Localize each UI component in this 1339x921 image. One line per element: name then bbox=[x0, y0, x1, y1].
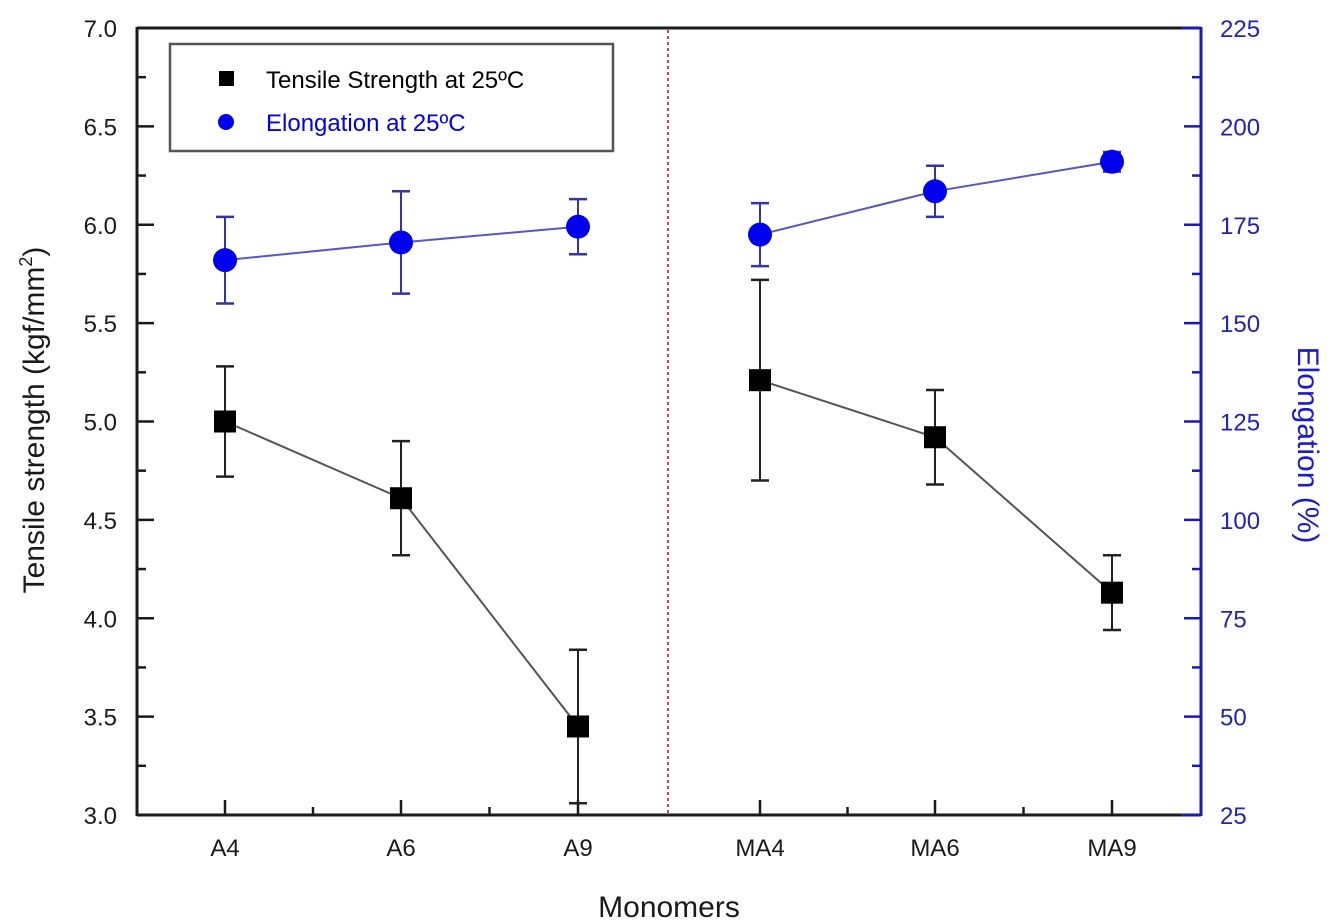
left-axis-title-suffix: ) bbox=[18, 247, 51, 257]
left-tick-label: 5.0 bbox=[84, 410, 117, 437]
series-tensile-strength bbox=[214, 278, 1123, 805]
data-point-circle bbox=[389, 230, 413, 255]
data-point-circle bbox=[566, 214, 590, 239]
right-tick-label: 125 bbox=[1220, 410, 1260, 437]
data-point-square bbox=[214, 410, 236, 433]
x-axis: A4 A6 A9 MA4 MA6 MA9 bbox=[210, 800, 1137, 862]
data-point-circle bbox=[748, 222, 772, 247]
data-point-circle bbox=[213, 248, 237, 273]
right-axis-title: Elongation (%) bbox=[1291, 347, 1324, 544]
x-tick-label: MA6 bbox=[910, 835, 959, 862]
left-axis-title: Tensile strength (kgf/mm2) bbox=[16, 247, 51, 594]
right-tick-label: 25 bbox=[1220, 803, 1247, 830]
legend-circle-marker-icon bbox=[218, 114, 234, 130]
data-point-square bbox=[924, 426, 946, 449]
legend-square-marker-icon bbox=[219, 71, 234, 86]
x-tick-label: A9 bbox=[563, 835, 592, 862]
left-axis-title-main: Tensile strength (kgf/mm bbox=[18, 267, 51, 594]
data-point-square bbox=[390, 487, 412, 510]
legend-box bbox=[168, 42, 615, 153]
left-tick-label: 6.5 bbox=[84, 114, 117, 141]
x-tick-label: A6 bbox=[386, 835, 415, 862]
left-tick-label: 5.5 bbox=[84, 311, 117, 338]
left-tick-label: 6.0 bbox=[84, 213, 117, 240]
left-tick-label: 3.5 bbox=[84, 705, 117, 732]
x-axis-title: Monomers bbox=[598, 891, 740, 921]
legend-label-elongation: Elongation at 25ºC bbox=[266, 110, 466, 137]
left-tick-label: 7.0 bbox=[84, 16, 117, 43]
legend: Tensile Strength at 25ºC Elongation at 2… bbox=[168, 42, 615, 153]
right-tick-label: 200 bbox=[1220, 114, 1260, 141]
x-tick-label: MA4 bbox=[735, 835, 784, 862]
x-tick-label: MA9 bbox=[1087, 835, 1136, 862]
data-point-circle bbox=[923, 179, 947, 204]
right-tick-label: 150 bbox=[1220, 311, 1260, 338]
data-point-square bbox=[749, 369, 771, 392]
left-tick-label: 4.0 bbox=[84, 606, 117, 633]
right-tick-label: 225 bbox=[1220, 16, 1260, 43]
legend-label-tensile: Tensile Strength at 25ºC bbox=[266, 67, 524, 94]
right-tick-label: 50 bbox=[1220, 705, 1247, 732]
data-point-square bbox=[1101, 581, 1123, 604]
right-tick-label: 100 bbox=[1220, 508, 1260, 535]
x-tick-label: A4 bbox=[210, 835, 239, 862]
left-y-axis: 3.0 3.5 4.0 4.5 5.0 5.5 6.0 6.5 7.0 bbox=[84, 16, 154, 830]
left-tick-label: 4.5 bbox=[84, 508, 117, 535]
left-tick-label: 3.0 bbox=[84, 803, 117, 830]
data-point-circle bbox=[1100, 149, 1124, 174]
series-elongation bbox=[213, 149, 1124, 305]
series-layer bbox=[213, 149, 1124, 805]
left-axis-title-superscript: 2 bbox=[16, 257, 36, 267]
right-tick-label: 175 bbox=[1220, 213, 1260, 240]
right-tick-label: 75 bbox=[1220, 606, 1247, 633]
right-y-axis: 25 50 75 100 125 150 175 200 225 bbox=[1184, 16, 1260, 830]
data-point-square bbox=[567, 715, 589, 738]
